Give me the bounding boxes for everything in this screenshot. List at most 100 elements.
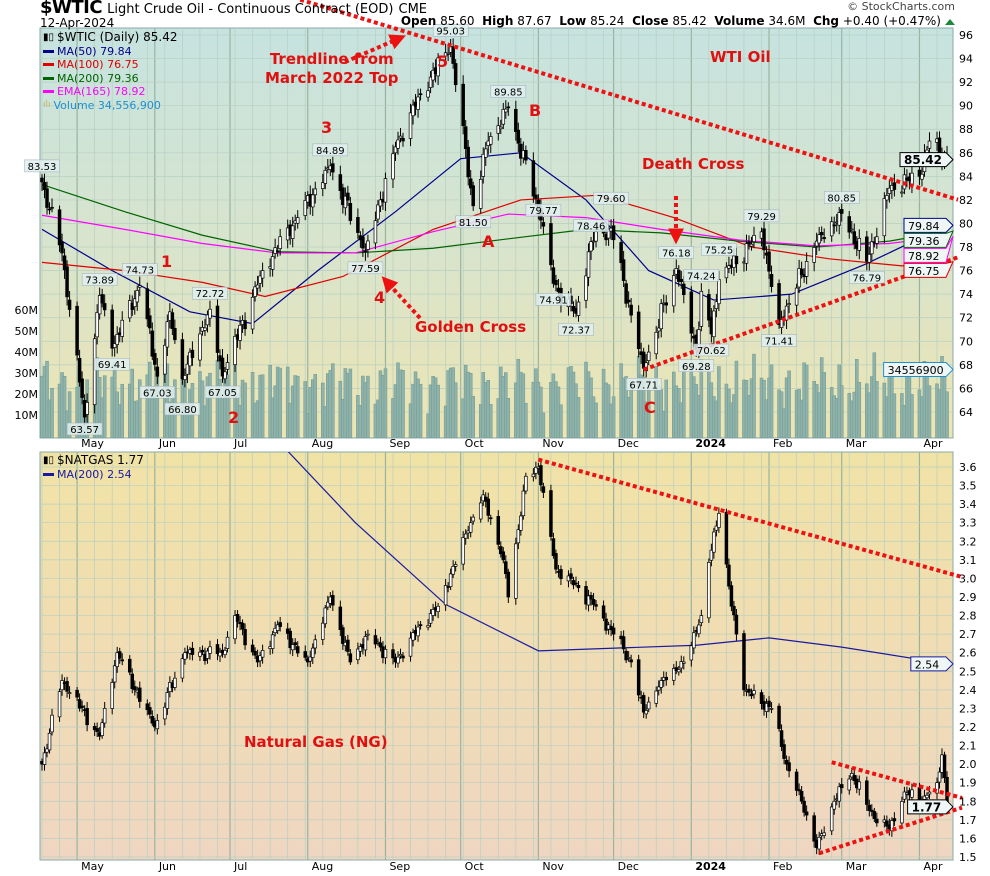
price-label-text: 77.59 xyxy=(351,264,380,275)
candle xyxy=(240,619,245,636)
candle xyxy=(311,188,315,216)
candle xyxy=(373,629,378,649)
candle xyxy=(576,295,581,322)
candle xyxy=(534,461,538,480)
candle-body xyxy=(677,269,681,282)
candle xyxy=(223,646,227,659)
price-label: 76.18 xyxy=(658,246,695,259)
candle xyxy=(624,648,628,664)
candle xyxy=(165,687,170,715)
price-label-text: 80.85 xyxy=(827,193,856,204)
axis-tag: 79.84 xyxy=(903,217,954,233)
annotation-wave-c: C xyxy=(644,398,656,417)
candle-body xyxy=(867,253,872,263)
candle xyxy=(398,648,403,659)
candle xyxy=(549,484,553,541)
candle xyxy=(331,590,335,611)
candle-body xyxy=(752,690,756,695)
candle xyxy=(361,228,365,258)
candle xyxy=(110,304,114,357)
candle-body xyxy=(451,566,455,575)
candle-body xyxy=(837,786,841,802)
candle xyxy=(57,688,62,722)
candle xyxy=(927,132,932,156)
candle xyxy=(293,638,297,651)
natgas-panel-background xyxy=(39,451,954,861)
volume-bar xyxy=(576,397,581,438)
candle-body xyxy=(882,198,887,237)
candle xyxy=(97,287,102,320)
volume-bar xyxy=(243,382,247,438)
candle-body xyxy=(734,614,739,635)
candle-body xyxy=(829,221,834,237)
candle-body xyxy=(621,259,626,281)
legend-ng-ma200: MA(200) 2.54 xyxy=(57,467,132,481)
candle xyxy=(366,234,370,258)
candle xyxy=(902,786,907,803)
price-axis-tick: 70 xyxy=(959,335,973,348)
candle-body xyxy=(659,303,663,330)
candle-body xyxy=(62,255,67,271)
x-axis-tick: Aug xyxy=(312,860,333,873)
candle-body xyxy=(584,586,588,605)
x-axis-tick: Jun xyxy=(158,437,176,450)
candle xyxy=(724,508,729,568)
natgas-axis-tick: 1.9 xyxy=(959,777,977,790)
candle-body xyxy=(373,635,378,645)
candle-body xyxy=(127,658,132,673)
x-axis-tick: Mar xyxy=(846,860,867,873)
candle xyxy=(664,295,668,314)
candle-body xyxy=(383,178,388,203)
candle xyxy=(767,244,771,279)
candle-body xyxy=(408,112,413,139)
candle xyxy=(115,326,119,354)
price-label: 78.46 xyxy=(573,219,609,233)
candle xyxy=(238,316,242,350)
candle xyxy=(208,300,212,327)
candle xyxy=(679,655,684,674)
candle xyxy=(829,216,834,242)
candle-body xyxy=(278,622,282,627)
candle xyxy=(787,756,791,778)
candle xyxy=(42,173,47,199)
candle xyxy=(401,652,405,663)
candle xyxy=(383,645,388,665)
candle-body xyxy=(724,266,729,279)
candle-body xyxy=(117,651,122,659)
candle-body xyxy=(468,178,473,189)
natgas-axis-tick: 3.2 xyxy=(959,535,977,548)
candle xyxy=(589,236,593,260)
candle-body xyxy=(173,328,177,341)
volume-bar xyxy=(857,382,862,438)
candle-body xyxy=(233,335,237,365)
candle-body xyxy=(243,320,247,330)
candle-body xyxy=(356,648,360,661)
candle-body xyxy=(787,303,791,305)
axis-tag-text: 2.54 xyxy=(915,658,940,671)
annotation-wave-a: A xyxy=(482,232,495,251)
candle xyxy=(40,174,44,191)
candle-body xyxy=(60,241,64,254)
candle-body xyxy=(331,595,335,606)
candle xyxy=(629,298,633,323)
candle xyxy=(145,699,150,716)
candle xyxy=(92,333,97,414)
candle xyxy=(549,215,553,271)
volume-bar xyxy=(875,381,879,438)
candle-body xyxy=(591,599,596,605)
candle xyxy=(112,335,117,357)
x-axis-tick: Feb xyxy=(773,860,792,873)
candle xyxy=(752,226,756,249)
candle xyxy=(153,348,157,371)
axis-tags: 85.42 79.84 79.36 78.92 76.75 34556900 2.54 1.7… xyxy=(883,152,954,815)
candlestick-icon: ▮▯ xyxy=(43,455,55,466)
price-label-text: 79.60 xyxy=(597,194,626,205)
candle-body xyxy=(165,692,170,709)
description: Light Crude Oil - Continuous Contract (E… xyxy=(107,2,394,17)
candle xyxy=(173,319,177,344)
candle-body xyxy=(448,573,453,587)
candle xyxy=(541,482,546,498)
candle-body xyxy=(203,327,207,331)
candle xyxy=(571,576,576,590)
candle-body xyxy=(709,549,714,561)
